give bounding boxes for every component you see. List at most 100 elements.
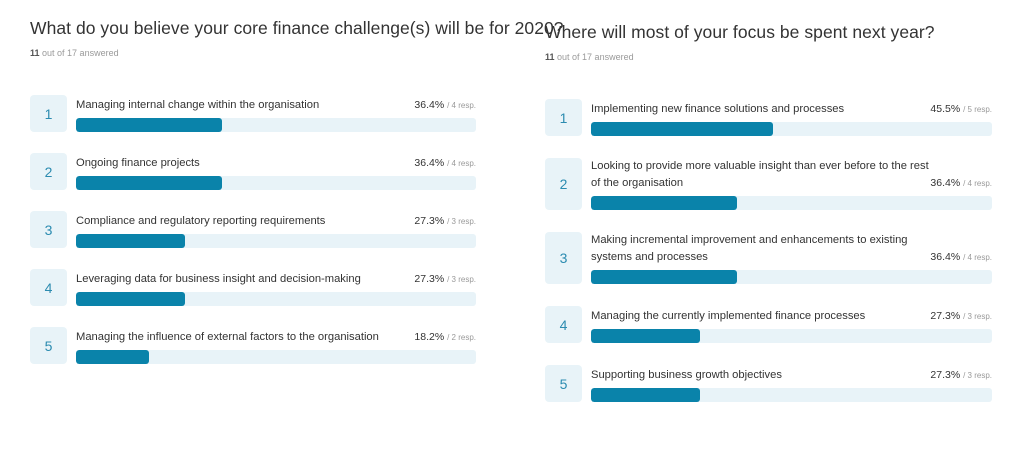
- category-label: Making incremental improvement and enhan…: [591, 234, 908, 263]
- ranking-row: 1 Managing internal change within the org…: [30, 95, 476, 132]
- answered-count: 11 out of 17 answered: [30, 48, 476, 58]
- value-label: 18.2% / 2 resp.: [414, 329, 476, 346]
- category-label: Looking to provide more valuable insight…: [591, 160, 929, 189]
- ranking-row: 3 Compliance and regulatory reporting req…: [30, 211, 476, 248]
- answered-number: 11: [30, 48, 40, 58]
- row-body: Supporting business growth objectives 27.…: [591, 365, 992, 402]
- response-count: / 5 resp.: [963, 105, 992, 114]
- row-body: Managing internal change within the orga…: [76, 95, 476, 132]
- response-count: / 4 resp.: [447, 159, 476, 168]
- rank-badge: 4: [30, 269, 67, 306]
- label-line: Implementing new finance solutions and p…: [591, 101, 992, 118]
- answered-text: out of 17 answered: [557, 52, 634, 62]
- response-count: / 3 resp.: [963, 371, 992, 380]
- rank-badge: 2: [30, 153, 67, 190]
- category-label: Managing the currently implemented finan…: [591, 310, 866, 322]
- category-label: Ongoing finance projects: [76, 157, 200, 169]
- percent-value: 18.2%: [414, 331, 445, 343]
- bar-fill: [76, 118, 222, 132]
- value-label: 36.4% / 4 resp.: [930, 249, 992, 266]
- question-title: What do you believe your core finance ch…: [30, 18, 564, 38]
- response-count: / 3 resp.: [447, 217, 476, 226]
- bar-track: [591, 329, 992, 343]
- percent-value: 36.4%: [414, 157, 445, 169]
- row-body: Leveraging data for business insight and…: [76, 269, 476, 306]
- answered-number: 11: [545, 52, 555, 62]
- bar-track: [591, 122, 992, 136]
- bar-track: [76, 118, 476, 132]
- ranking-row: 5 Supporting business growth objectives 27…: [545, 365, 992, 402]
- ranking-row: 4 Managing the currently implemented fina…: [545, 306, 992, 343]
- rank-badge: 3: [30, 211, 67, 248]
- label-line: Leveraging data for business insight and…: [76, 271, 476, 288]
- label-line: Managing the influence of external facto…: [76, 329, 476, 346]
- percent-value: 27.3%: [930, 310, 961, 322]
- value-label: 27.3% / 3 resp.: [930, 367, 992, 384]
- rank-badge: 2: [545, 158, 582, 210]
- row-body: Managing the currently implemented finan…: [591, 306, 992, 343]
- rank-badge: 1: [30, 95, 67, 132]
- bar-fill: [76, 234, 186, 248]
- bar-track: [76, 234, 476, 248]
- row-body: Ongoing finance projects 36.4% / 4 resp.: [76, 153, 476, 190]
- bar-track: [591, 270, 992, 284]
- rank-badge: 5: [545, 365, 582, 402]
- ranking-row: 5 Managing the influence of external fact…: [30, 327, 476, 364]
- bar-fill: [591, 196, 737, 210]
- bar-fill: [591, 122, 774, 136]
- category-label: Compliance and regulatory reporting requ…: [76, 215, 326, 227]
- value-label: 36.4% / 4 resp.: [930, 175, 992, 192]
- percent-value: 27.3%: [414, 273, 445, 285]
- bar-fill: [591, 388, 701, 402]
- bar-fill: [76, 350, 149, 364]
- response-count: / 3 resp.: [963, 312, 992, 321]
- question-panel-focus-next-year: Where will most of your focus be spent n…: [545, 22, 992, 402]
- response-count: / 4 resp.: [963, 179, 992, 188]
- bar-fill: [591, 270, 737, 284]
- category-label: Managing internal change within the orga…: [76, 99, 320, 111]
- percent-value: 36.4%: [414, 99, 445, 111]
- label-line: Making incremental improvement and enhan…: [591, 232, 992, 266]
- category-label: Leveraging data for business insight and…: [76, 273, 361, 285]
- response-count: / 4 resp.: [963, 253, 992, 262]
- question-title: Where will most of your focus be spent n…: [545, 22, 935, 42]
- ranking-row: 2 Looking to provide more valuable insigh…: [545, 158, 992, 210]
- percent-value: 45.5%: [930, 103, 961, 115]
- bar-track: [76, 350, 476, 364]
- row-body: Managing the influence of external facto…: [76, 327, 476, 364]
- label-line: Managing internal change within the orga…: [76, 97, 476, 114]
- question-panel-finance-challenges: What do you believe your core finance ch…: [30, 18, 564, 364]
- answered-count: 11 out of 17 answered: [545, 52, 992, 62]
- rank-badge: 3: [545, 232, 582, 284]
- percent-value: 36.4%: [930, 177, 961, 189]
- response-count: / 3 resp.: [447, 275, 476, 284]
- rank-badge: 4: [545, 306, 582, 343]
- row-body: Compliance and regulatory reporting requ…: [76, 211, 476, 248]
- ranking-row: 3 Making incremental improvement and enha…: [545, 232, 992, 284]
- bar-track: [591, 388, 992, 402]
- answered-text: out of 17 answered: [42, 48, 119, 58]
- ranking-row: 2 Ongoing finance projects 36.4% / 4 resp.: [30, 153, 476, 190]
- bar-fill: [76, 176, 222, 190]
- ranking-row: 4 Leveraging data for business insight an…: [30, 269, 476, 306]
- percent-value: 36.4%: [930, 251, 961, 263]
- percent-value: 27.3%: [930, 369, 961, 381]
- category-label: Managing the influence of external facto…: [76, 331, 379, 343]
- label-line: Ongoing finance projects 36.4% / 4 resp.: [76, 155, 476, 172]
- value-label: 45.5% / 5 resp.: [930, 101, 992, 118]
- value-label: 27.3% / 3 resp.: [414, 271, 476, 288]
- value-label: 36.4% / 4 resp.: [414, 155, 476, 172]
- label-line: Looking to provide more valuable insight…: [591, 158, 992, 192]
- response-count: / 2 resp.: [447, 333, 476, 342]
- response-count: / 4 resp.: [447, 101, 476, 110]
- bar-fill: [76, 292, 186, 306]
- label-line: Compliance and regulatory reporting requ…: [76, 213, 476, 230]
- value-label: 36.4% / 4 resp.: [414, 97, 476, 114]
- percent-value: 27.3%: [414, 215, 445, 227]
- row-body: Looking to provide more valuable insight…: [591, 158, 992, 210]
- ranking-list: 1 Implementing new finance solutions and …: [545, 99, 992, 402]
- rank-badge: 5: [30, 327, 67, 364]
- value-label: 27.3% / 3 resp.: [930, 308, 992, 325]
- category-label: Supporting business growth objectives: [591, 369, 782, 381]
- bar-track: [76, 292, 476, 306]
